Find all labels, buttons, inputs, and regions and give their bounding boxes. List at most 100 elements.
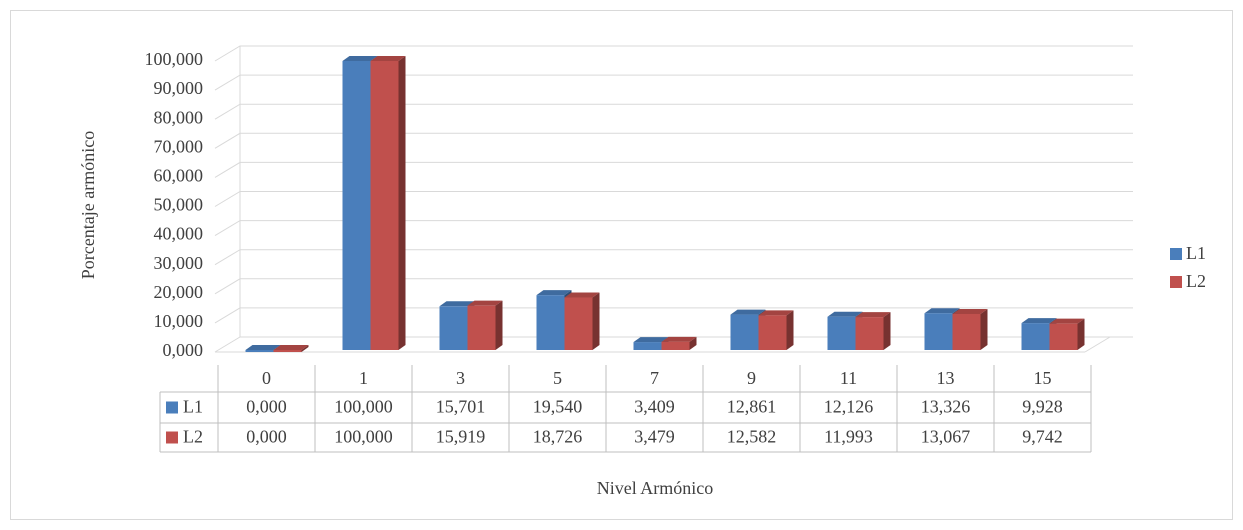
- table-value: 3,479: [634, 427, 675, 447]
- table-value: 9,928: [1022, 397, 1063, 417]
- bar-side: [1077, 318, 1085, 350]
- bar: [370, 61, 399, 350]
- bar: [952, 313, 981, 350]
- x-tick-label: 3: [456, 368, 465, 388]
- bar: [855, 317, 884, 350]
- bar-top: [855, 312, 891, 318]
- bar: [730, 314, 759, 350]
- bar-side: [689, 336, 697, 350]
- y-tick-label: 20,000: [154, 282, 204, 302]
- grid-line: [214, 249, 1133, 266]
- y-tick-label: 90,000: [154, 78, 204, 98]
- x-tick-label: 1: [359, 368, 368, 388]
- bar: [245, 350, 274, 352]
- x-tick-label: 5: [553, 368, 562, 388]
- x-tick-label: 11: [840, 368, 857, 388]
- bar: [827, 316, 856, 350]
- y-axis-title: Porcentaje armónico: [78, 131, 98, 279]
- bar-top: [467, 300, 503, 306]
- table-legend-key: [166, 401, 178, 414]
- chart-border: [10, 10, 1233, 520]
- x-tick-label: 7: [650, 368, 659, 388]
- y-tick-label: 50,000: [154, 195, 204, 215]
- y-tick-label: 40,000: [154, 224, 204, 244]
- x-tick-label: 9: [747, 368, 756, 388]
- legend-key: [1170, 248, 1182, 260]
- grid-line: [214, 103, 1133, 120]
- bar: [661, 341, 690, 350]
- bar: [564, 297, 593, 350]
- bar: [1049, 323, 1078, 350]
- grid-line: [214, 191, 1133, 207]
- bar-top: [245, 345, 281, 350]
- table-value: 12,126: [824, 397, 874, 417]
- legend-key: [1170, 276, 1182, 288]
- bar: [924, 313, 953, 350]
- table-value: 12,582: [727, 427, 777, 447]
- bar-side: [592, 292, 600, 350]
- bar-side: [786, 310, 794, 350]
- x-tick-label: 15: [1034, 368, 1052, 388]
- y-tick-label: 30,000: [154, 253, 204, 273]
- grid-line: [214, 161, 1133, 178]
- y-tick-label: 10,000: [154, 311, 204, 331]
- y-tick-label: 60,000: [154, 166, 204, 186]
- bar-top: [536, 290, 572, 296]
- table-value: 19,540: [533, 397, 583, 417]
- bar-top: [730, 309, 766, 315]
- table-value: 13,326: [921, 397, 971, 417]
- table-value: 100,000: [334, 427, 393, 447]
- table-value: 9,742: [1022, 427, 1063, 447]
- grid-line: [214, 307, 1133, 324]
- grid-line: [214, 278, 1133, 295]
- bar: [439, 306, 468, 350]
- bar-side: [883, 312, 891, 350]
- table-value: 18,726: [533, 427, 583, 447]
- floor-right: [1084, 336, 1111, 353]
- bar: [1021, 323, 1050, 350]
- bar: [273, 350, 302, 352]
- x-tick-label: 0: [262, 368, 271, 388]
- table-value: 15,701: [436, 397, 486, 417]
- bar-top: [273, 345, 309, 350]
- grid-line: [214, 132, 1133, 149]
- table-series-name: L1: [183, 397, 203, 417]
- bar-top: [1049, 318, 1085, 324]
- bar-side: [980, 308, 988, 350]
- x-axis-title: Nivel Armónico: [597, 478, 713, 498]
- y-tick-label: 80,000: [154, 107, 204, 127]
- bar: [758, 315, 787, 350]
- bar-top: [661, 336, 697, 342]
- bar-top: [924, 308, 960, 314]
- grid-line: [214, 74, 1133, 91]
- grid-line: [214, 220, 1133, 237]
- bar-top: [827, 311, 863, 317]
- table-value: 13,067: [921, 427, 971, 447]
- table-value: 15,919: [436, 427, 486, 447]
- x-tick-label: 13: [937, 368, 955, 388]
- bar-top: [439, 301, 475, 307]
- bar-top: [342, 56, 378, 61]
- bar: [342, 61, 371, 350]
- table-value: 3,409: [634, 397, 675, 417]
- bar: [467, 305, 496, 350]
- table-value: 0,000: [246, 397, 287, 417]
- table-value: 12,861: [727, 397, 777, 417]
- bar: [536, 295, 565, 350]
- bar-top: [758, 310, 794, 316]
- table-series-name: L2: [183, 427, 203, 447]
- bar-top: [633, 337, 669, 343]
- bar: [633, 342, 662, 350]
- table-value: 11,993: [824, 427, 873, 447]
- bar-top: [370, 56, 406, 61]
- bar-side: [495, 300, 503, 350]
- y-tick-label: 0,000: [163, 340, 204, 360]
- table-value: 100,000: [334, 397, 393, 417]
- y-tick-label: 70,000: [154, 136, 204, 156]
- bar-side: [301, 345, 309, 352]
- y-tick-label: 100,000: [145, 49, 204, 69]
- table-value: 0,000: [246, 427, 287, 447]
- table-legend-key: [166, 431, 178, 444]
- bar-top: [952, 308, 988, 314]
